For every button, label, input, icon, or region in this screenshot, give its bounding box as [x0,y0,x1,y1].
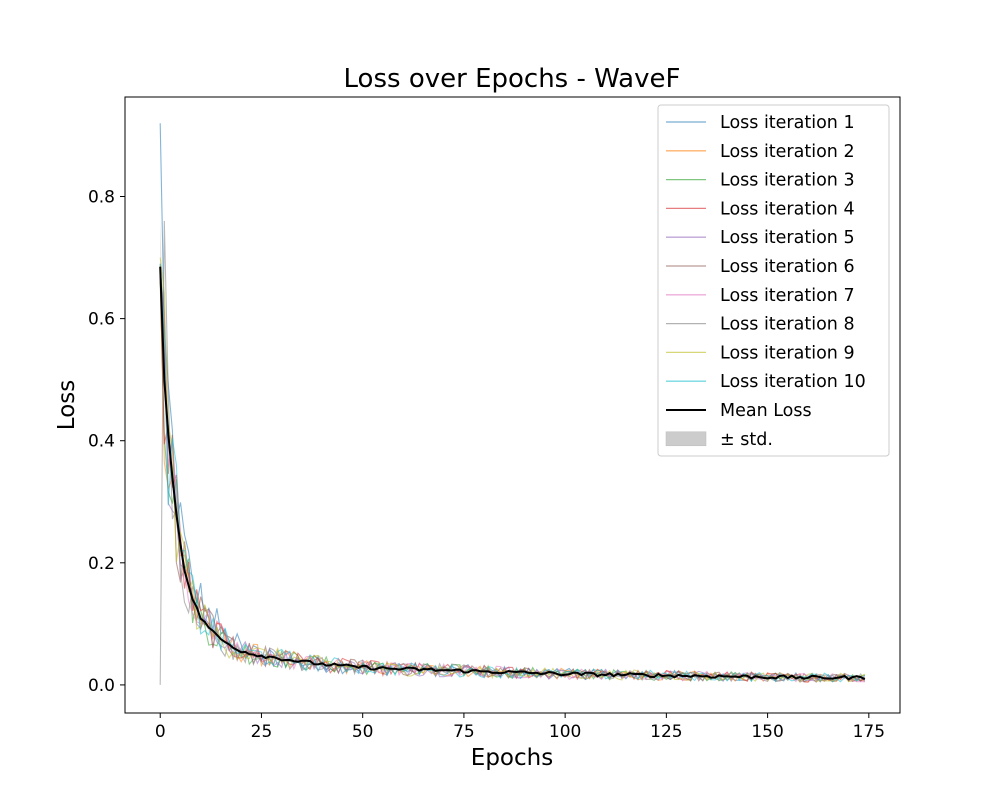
y-axis: 0.0 0.2 0.4 0.6 0.8 [88,188,125,696]
legend-label: Loss iteration 10 [720,372,866,392]
mean-loss-line [159,266,866,681]
y-tick-label: 0.0 [88,676,115,696]
legend-item: Loss iteration 5 [666,228,855,248]
mean-line-group [159,266,866,681]
legend-item: Loss iteration 7 [666,286,855,306]
legend-item: Loss iteration 9 [666,343,855,363]
plot-frame [124,96,901,714]
legend-item: Loss iteration 8 [666,315,855,335]
x-tick-label: 75 [453,722,475,742]
legend-item: Loss iteration 2 [666,142,855,162]
x-tick-label: 25 [251,722,273,742]
legend-item: Loss iteration 1 [666,113,855,133]
legend-label: Loss iteration 3 [720,171,855,191]
legend-box [657,104,890,457]
legend-label: Loss iteration 7 [720,286,855,306]
x-axis-label: Epochs [471,745,553,771]
legend-swatch [665,431,707,447]
y-tick-label: 0.8 [88,188,115,208]
legend-label: Loss iteration 6 [720,257,855,277]
y-tick-label: 0.6 [88,310,115,330]
chart-title: Loss over Epochs - WaveF [344,64,681,94]
legend: Loss iteration 1 Loss iteration 2 Loss ite… [657,104,890,457]
legend-item: ± std. [665,430,773,450]
x-axis: 0 25 50 75 100 125 150 175 [155,713,885,742]
legend-item: Loss iteration 10 [666,372,866,392]
legend-label: Mean Loss [720,401,812,421]
legend-label: Loss iteration 9 [720,343,855,363]
legend-item: Loss iteration 3 [666,171,855,191]
y-tick-label: 0.4 [88,432,115,452]
legend-label: ± std. [720,430,773,450]
legend-item: Mean Loss [666,401,812,421]
legend-item: Loss iteration 6 [666,257,855,277]
x-tick-label: 175 [853,722,885,742]
legend-label: Loss iteration 5 [720,228,855,248]
legend-item: Loss iteration 4 [666,199,855,219]
legend-label: Loss iteration 8 [720,315,855,335]
iteration-line-4 [159,275,866,683]
x-tick-label: 100 [549,722,581,742]
y-tick-label: 0.2 [88,554,115,574]
legend-label: Loss iteration 2 [720,142,855,162]
legend-label: Loss iteration 4 [720,199,855,219]
legend-label: Loss iteration 1 [720,113,855,133]
x-tick-label: 0 [155,722,166,742]
x-tick-label: 125 [650,722,682,742]
x-tick-label: 50 [352,722,374,742]
x-tick-label: 150 [751,722,783,742]
y-axis-label: Loss [54,380,80,430]
